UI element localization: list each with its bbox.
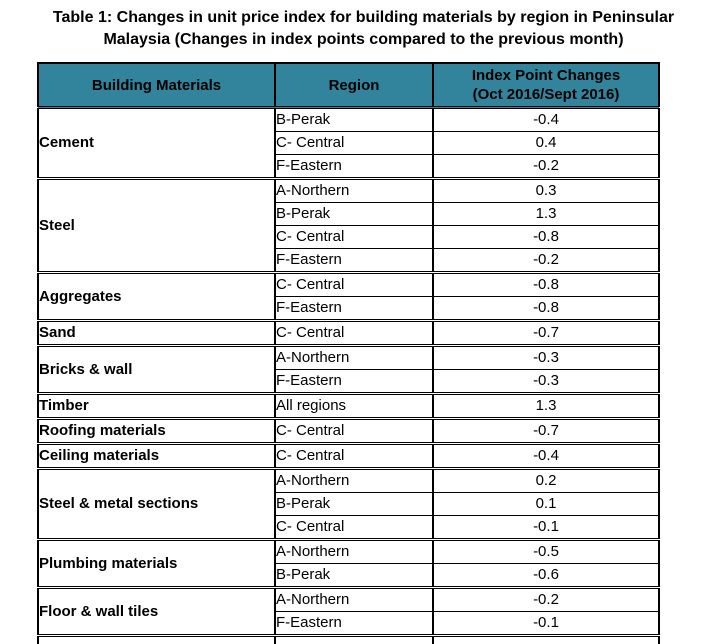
index-change-cell: -0.8 [432, 271, 660, 297]
table-row: B-Perak -0.6 [38, 563, 660, 588]
index-change-cell: 1.3 [432, 392, 660, 419]
table-body: Cement B-Perak -0.4 C- Central 0.4 F-Eastern -… [37, 106, 660, 644]
region-cell: A-Northern [274, 467, 434, 493]
header-row: Building Materials Region Index Point Ch… [37, 62, 660, 109]
index-change-cell: -0.7 [432, 417, 660, 444]
region-cell: C- Central [274, 442, 434, 469]
table-row: Ceiling materials C- Central -0.4 [37, 442, 660, 469]
region-cell: B-Perak [274, 106, 434, 132]
index-change-cell: -0.2 [432, 586, 660, 612]
table-row: Cement B-Perak -0.4 [37, 106, 660, 179]
index-change-cell: 1.3 [432, 202, 660, 226]
header-region: Region [274, 62, 434, 109]
index-change-cell: -0.2 [432, 248, 660, 273]
index-change-cell: 0.1 [432, 492, 660, 516]
table-row: C- Central -0.1 [38, 515, 660, 540]
region-cell: B-Perak [274, 492, 434, 516]
table-title-line1: Table 1: Changes in unit price index for… [52, 9, 675, 26]
table-row: F-Eastern -0.2 [38, 154, 660, 179]
index-change-cell: -0.3 [432, 344, 660, 370]
region-cell: C- Central [274, 271, 434, 297]
region-cell: B-Perak [274, 563, 434, 588]
material-cell: Plumbing materials [37, 538, 276, 588]
index-change-cell: -0.8 [432, 225, 660, 249]
region-cell: All regions [274, 392, 434, 419]
material-cell: Cement [37, 106, 276, 179]
table-title-line2: Malaysia (Changes in index points compar… [103, 31, 624, 48]
index-change-cell: -0.4 [432, 106, 660, 132]
material-cell: Steel & metal sections [37, 467, 276, 540]
table-row: Timber All regions 1.3 [37, 392, 660, 419]
index-change-cell: -0.8 [432, 296, 660, 321]
table-row: Plumbing materials A-Northern -0.5 [37, 538, 660, 588]
index-change-cell: -0.2 [432, 154, 660, 179]
table-row: Bricks & wall A-Northern -0.3 [37, 344, 660, 394]
material-cell: Bricks & wall [37, 344, 276, 394]
index-change-cell: 0.2 [432, 467, 660, 493]
material-cell: Roofing materials [37, 417, 276, 444]
table-row: C- Central -0.8 [38, 225, 660, 249]
cutoff-cell [432, 634, 660, 644]
index-change-cell: 0.3 [432, 177, 660, 203]
region-cell: F-Eastern [274, 611, 434, 636]
region-cell: A-Northern [274, 177, 434, 203]
table-row: B-Perak 1.3 [38, 202, 660, 226]
region-cell: F-Eastern [274, 369, 434, 394]
index-change-cell: -0.4 [432, 442, 660, 469]
cutoff-row [37, 634, 660, 644]
cutoff-cell [37, 634, 276, 644]
region-cell: C- Central [274, 131, 434, 155]
material-cell: Sand [37, 319, 276, 346]
index-change-cell: -0.6 [432, 563, 660, 588]
region-cell: A-Northern [274, 586, 434, 612]
region-cell: A-Northern [274, 344, 434, 370]
region-cell: F-Eastern [274, 296, 434, 321]
region-cell: A-Northern [274, 538, 434, 564]
region-cell: C- Central [274, 417, 434, 444]
table-row: Floor & wall tiles A-Northern -0.2 [37, 586, 660, 636]
region-cell: C- Central [274, 515, 434, 540]
material-cell: Steel [37, 177, 276, 273]
region-cell: C- Central [274, 319, 434, 346]
index-change-cell: -0.3 [432, 369, 660, 394]
index-change-cell: -0.1 [432, 611, 660, 636]
table-row: F-Eastern -0.3 [38, 369, 660, 394]
table-row: Sand C- Central -0.7 [37, 319, 660, 346]
region-cell: C- Central [274, 225, 434, 249]
table-container: Building Materials Region Index Point Ch… [37, 62, 677, 644]
table-title: Table 1: Changes in unit price index for… [0, 7, 727, 51]
table-row: Aggregates C- Central -0.8 [37, 271, 660, 321]
material-cell: Ceiling materials [37, 442, 276, 469]
material-cell: Timber [37, 392, 276, 419]
region-cell: F-Eastern [274, 248, 434, 273]
material-cell: Floor & wall tiles [37, 586, 276, 636]
index-change-cell: 0.4 [432, 131, 660, 155]
materials-table: Building Materials Region Index Point Ch… [37, 62, 660, 644]
index-change-cell: -0.7 [432, 319, 660, 346]
header-building-materials: Building Materials [37, 62, 276, 109]
material-cell: Aggregates [37, 271, 276, 321]
table-row: Steel A-Northern 0.3 [37, 177, 660, 273]
header-index-point-changes: Index Point Changes (Oct 2016/Sept 2016) [432, 62, 660, 109]
table-row: Roofing materials C- Central -0.7 [37, 417, 660, 444]
region-cell: B-Perak [274, 202, 434, 226]
table-row: Steel & metal sections A-Northern 0.2 [37, 467, 660, 540]
region-cell: F-Eastern [274, 154, 434, 179]
table-row: B-Perak 0.1 [38, 492, 660, 516]
index-change-cell: -0.5 [432, 538, 660, 564]
index-change-cell: -0.1 [432, 515, 660, 540]
cutoff-cell [274, 634, 434, 644]
